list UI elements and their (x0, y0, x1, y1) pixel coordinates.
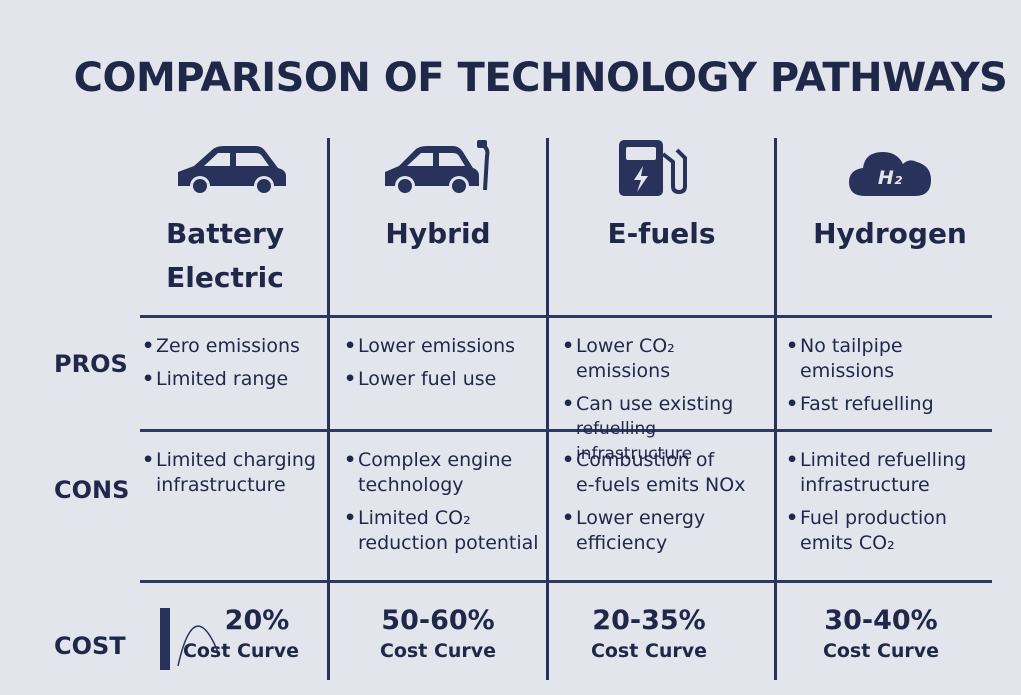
list-item: Lower fuel use (344, 367, 544, 392)
cost-label: Cost Curve (590, 640, 708, 662)
column-divider (546, 138, 549, 680)
column-header-line: Hydrogen (813, 217, 967, 250)
cons-cell-hybrid: Complex engine technology Limited CO₂ re… (344, 448, 544, 564)
cons-cell-hydrogen: Limited refuelling infrastructure Fuel p… (786, 448, 990, 564)
h2-label: H₂ (878, 167, 903, 189)
column-header-e-fuels: E-fuels (549, 212, 774, 256)
list-item-text: Lower CO₂ emissions (576, 335, 675, 382)
list-item-text: Fast refuelling (800, 393, 934, 415)
list-item-text: Lower fuel use (358, 368, 497, 390)
list-item: Fast refuelling (786, 392, 990, 417)
column-header-hybrid: Hybrid (330, 212, 546, 256)
list-item-text: emits CO₂ (800, 532, 895, 554)
column-divider (774, 138, 777, 680)
cost-curve-graphic (160, 608, 219, 670)
list-item: No tailpipe emissions (786, 334, 990, 384)
pros-cell-hydrogen: No tailpipe emissions Fast refuelling (786, 334, 990, 425)
row-label-pros: PROS (54, 350, 128, 378)
cost-value: 50-60% (381, 605, 495, 636)
fuel-pump-bolt-icon (619, 140, 687, 196)
list-item-text: Limited refuelling (800, 449, 967, 471)
cost-value: 20-35% (592, 605, 706, 636)
list-item: Lower CO₂ emissions (562, 334, 774, 384)
list-item: Limited refuelling infrastructure (786, 448, 990, 498)
list-item-text: emissions (800, 360, 895, 382)
list-item-text: Lower energy (576, 507, 706, 529)
row-label-cons: CONS (54, 476, 130, 504)
list-item-text: e-fuels emits NOx (576, 474, 746, 496)
list-item-text: infrastructure (800, 474, 930, 496)
list-item-text: efficiency (576, 532, 668, 554)
cost-label: Cost Curve (379, 640, 497, 662)
list-item-text: technology (358, 474, 464, 496)
list-item-text: Complex engine (358, 449, 513, 471)
list-item-text: Can use existing (576, 393, 734, 415)
list-item-text: Zero emissions (156, 335, 300, 357)
cons-cell-e-fuels: Combustion of e-fuels emits NOx Lower en… (562, 448, 774, 564)
cost-label: Cost Curve (182, 640, 300, 662)
pros-cell-battery-electric: Zero emissions Limited range (142, 334, 324, 400)
column-header-line: Battery (165, 217, 285, 250)
pros-cell-hybrid: Lower emissions Lower fuel use (344, 334, 544, 400)
list-item-text: infrastructure (156, 474, 286, 496)
list-item-text: Limited range (156, 368, 289, 390)
list-item: Lower energy efficiency (562, 506, 774, 556)
cost-value: 20% (224, 605, 290, 636)
list-item: Lower emissions (344, 334, 544, 359)
cost-cell-hydrogen: 30-40% Cost Curve (777, 604, 985, 664)
cost-value: 30-40% (824, 605, 938, 636)
cost-cell-e-fuels: 20-35% Cost Curve (549, 604, 749, 664)
column-header-line: E-fuels (607, 217, 716, 250)
cons-cell-battery-electric: Limited charging infrastructure (142, 448, 324, 506)
list-item-text: Limited CO₂ (358, 507, 471, 529)
list-item: Limited CO₂ reduction potential (344, 506, 544, 556)
list-item-text: Limited charging (156, 449, 316, 471)
column-divider (327, 138, 330, 680)
list-item-text: Fuel production (800, 507, 947, 529)
car-icon (178, 146, 286, 196)
list-item: Zero emissions (142, 334, 324, 359)
list-item-text: No tailpipe (800, 335, 903, 357)
column-header-line: Hybrid (385, 217, 491, 250)
list-item: Limited range (142, 367, 324, 392)
column-header-hydrogen: Hydrogen (777, 212, 1003, 256)
cost-label: Cost Curve (822, 640, 940, 662)
list-item: Limited charging infrastructure (142, 448, 324, 498)
page-title: COMPARISON OF TECHNOLOGY PATHWAYS (73, 55, 1008, 101)
cost-cell-battery-electric: 20% Cost Curve (176, 604, 306, 664)
list-item: Complex engine technology (344, 448, 544, 498)
row-label-cost: COST (54, 632, 126, 660)
car-with-fuel-nozzle-icon (385, 140, 490, 196)
column-header-line: Electric (166, 261, 284, 294)
cost-cell-hybrid: 50-60% Cost Curve (330, 604, 546, 664)
list-item-text: Lower emissions (358, 335, 516, 357)
column-header-battery-electric: Battery Electric (130, 212, 320, 300)
list-item-text: reduction potential (358, 532, 539, 554)
h2-cloud-icon: H₂ (849, 152, 931, 196)
list-item: Combustion of e-fuels emits NOx (562, 448, 774, 498)
row-divider (140, 315, 992, 318)
list-item: Fuel production emits CO₂ (786, 506, 990, 556)
row-divider (140, 580, 992, 583)
list-item-text: Combustion of (576, 449, 715, 471)
